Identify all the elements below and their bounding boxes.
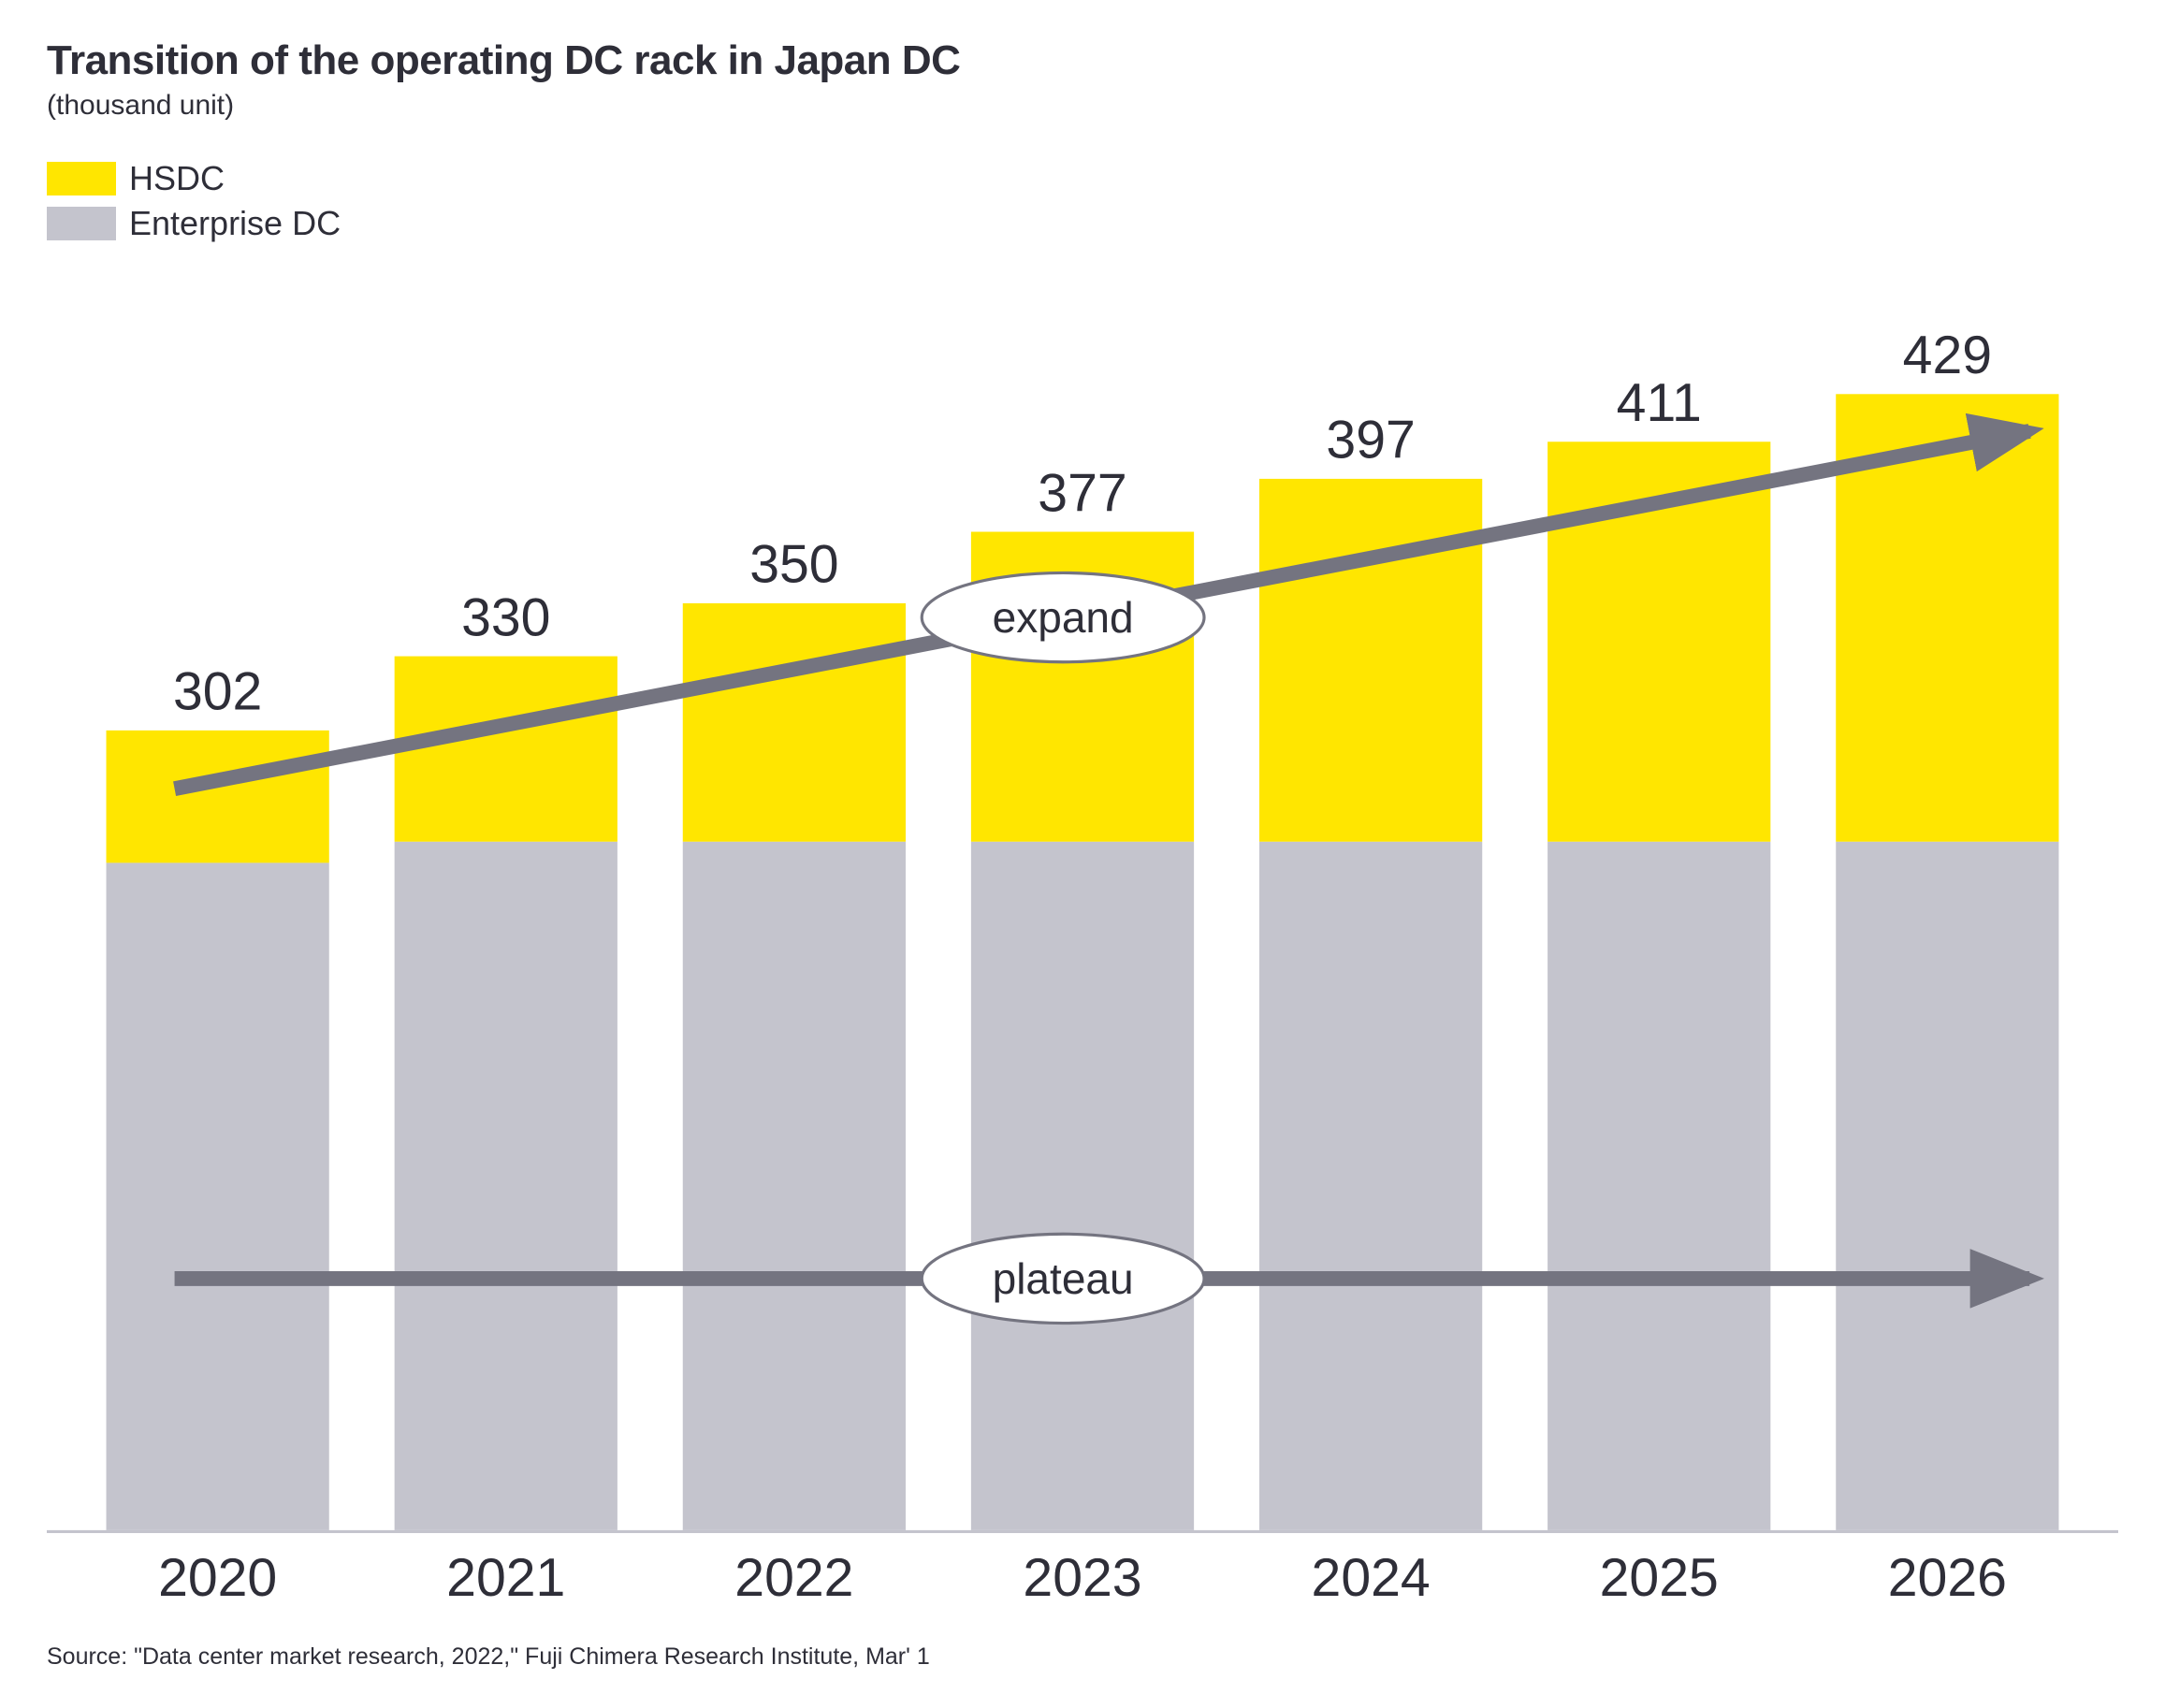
- x-axis-label: 2021: [446, 1548, 565, 1608]
- expand-label: expand: [993, 593, 1134, 642]
- legend-swatch-enterprise: [47, 207, 116, 240]
- stacked-bar-chart: 302 2020 330 2021 350 2022 377 2023 397 2024 411 20…: [47, 253, 2118, 1619]
- bar-total-label: 330: [461, 587, 550, 647]
- bar-enterprise: [971, 842, 1194, 1530]
- bar-total-label: 302: [173, 662, 262, 722]
- legend-item-hsdc: HSDC: [47, 159, 2118, 198]
- bar-hsdc: [1259, 479, 1482, 842]
- bar-total-label: 411: [1617, 373, 1702, 433]
- bar-hsdc: [395, 657, 618, 842]
- legend-item-enterprise: Enterprise DC: [47, 204, 2118, 243]
- bar-hsdc: [683, 603, 906, 842]
- bar-total-label: 350: [749, 535, 838, 595]
- x-axis-label: 2020: [158, 1548, 277, 1608]
- legend: HSDC Enterprise DC: [47, 159, 2118, 243]
- bar-enterprise: [107, 862, 329, 1529]
- plateau-label: plateau: [993, 1254, 1134, 1303]
- legend-label: Enterprise DC: [129, 204, 341, 243]
- bar-total-label: 377: [1038, 463, 1126, 523]
- bar-total-label: 397: [1326, 411, 1415, 470]
- bar-enterprise: [395, 842, 618, 1530]
- chart-title: Transition of the operating DC rack in J…: [47, 37, 2118, 84]
- bar-enterprise: [1259, 842, 1482, 1530]
- chart-area: 302 2020 330 2021 350 2022 377 2023 397 2024 411 20…: [47, 253, 2118, 1619]
- x-axis-label: 2022: [734, 1548, 853, 1608]
- x-axis-label: 2024: [1312, 1548, 1431, 1608]
- x-axis-label: 2026: [1888, 1548, 2007, 1608]
- source-citation: Source: "Data center market research, 20…: [47, 1643, 2118, 1671]
- bar-enterprise: [1547, 842, 1770, 1530]
- bar-total-label: 429: [1903, 326, 1992, 385]
- chart-subtitle: (thousand unit): [47, 90, 2118, 122]
- legend-swatch-hsdc: [47, 162, 116, 195]
- legend-label: HSDC: [129, 159, 225, 198]
- bar-enterprise: [683, 842, 906, 1530]
- x-axis-label: 2023: [1023, 1548, 1141, 1608]
- x-axis-label: 2025: [1600, 1548, 1719, 1608]
- bar-enterprise: [1836, 842, 2058, 1530]
- bar-hsdc: [107, 731, 329, 863]
